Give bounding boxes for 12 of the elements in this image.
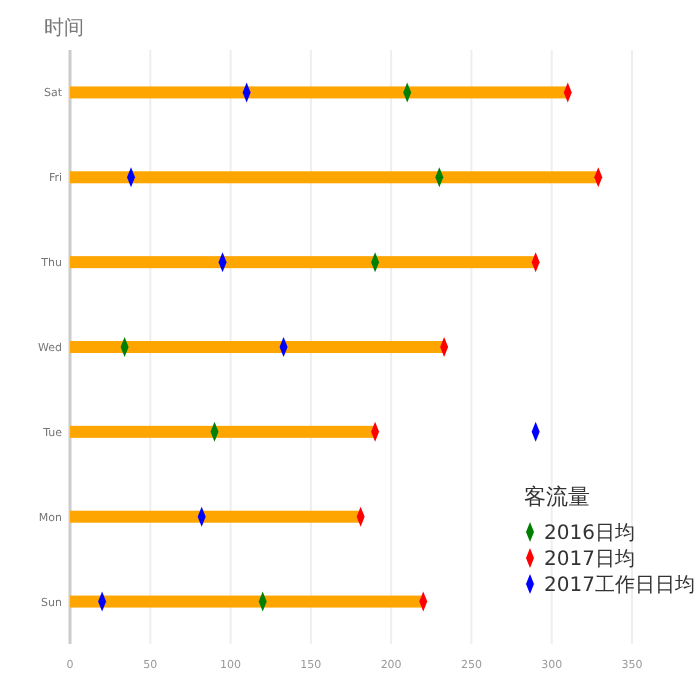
- bar: [70, 171, 599, 184]
- bar: [70, 425, 376, 438]
- bar: [70, 341, 445, 353]
- bar: [70, 510, 361, 523]
- y-axis-title: 时间: [44, 16, 84, 40]
- legend-label: 2016日均: [544, 521, 635, 545]
- bar: [70, 86, 568, 99]
- legend-label: 2017日均: [544, 547, 635, 571]
- bar: [70, 595, 424, 608]
- bar: [70, 256, 536, 269]
- legend-label: 2017工作日日均: [544, 573, 695, 597]
- legend-title: 客流量: [524, 484, 590, 510]
